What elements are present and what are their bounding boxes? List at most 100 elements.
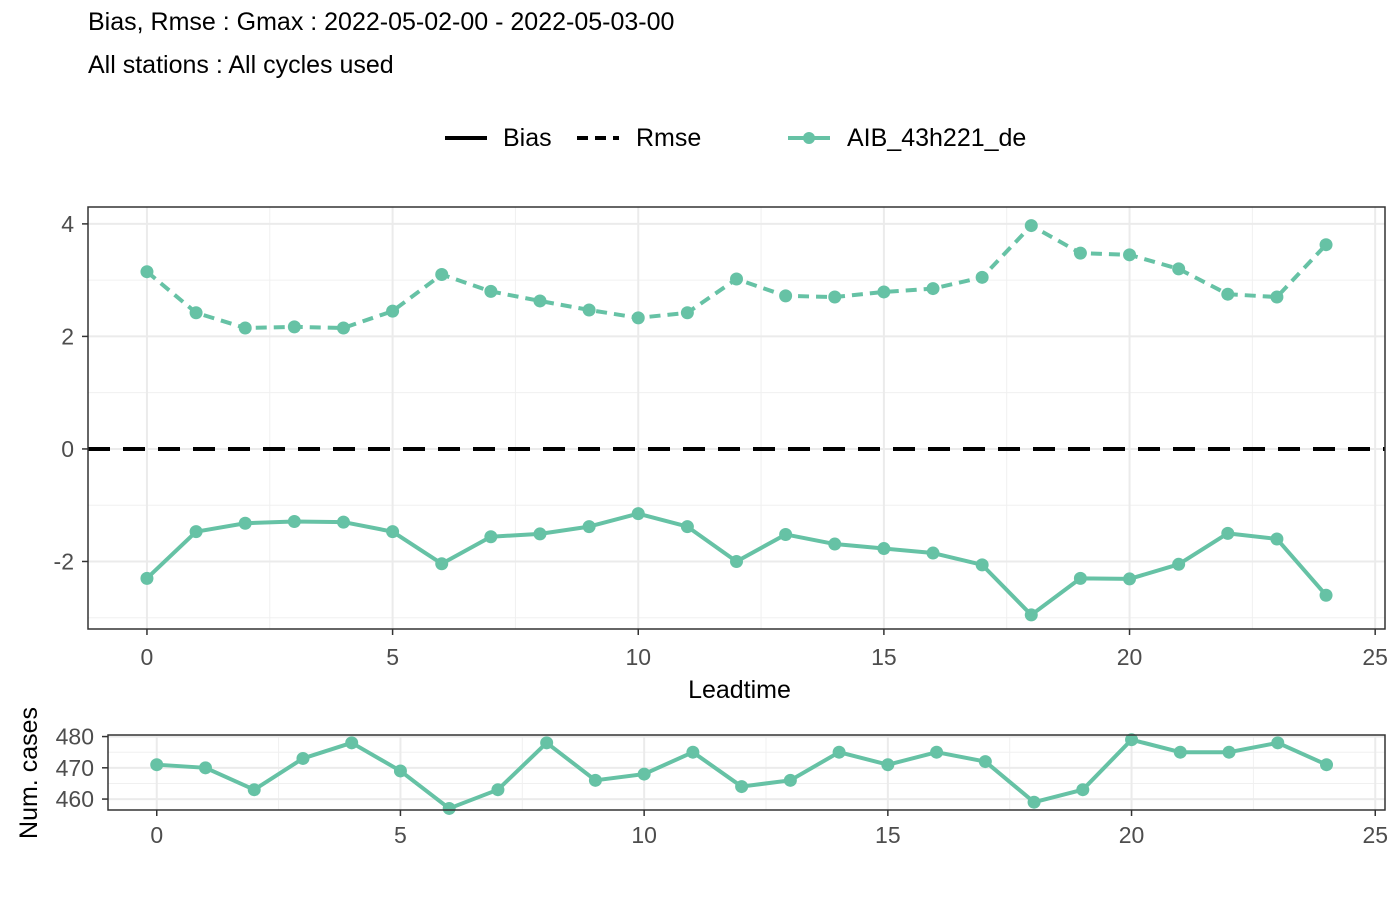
cases-data-point (637, 767, 651, 781)
cases-panel: 0 5 10 15 20 25 460 470 480 Num. cases (15, 707, 1388, 848)
main-data-point (1319, 588, 1333, 602)
cases-data-point (978, 755, 992, 769)
main-data-point (582, 520, 596, 534)
main-y-tick-label: 2 (61, 323, 74, 349)
cases-x-tick-label: 15 (875, 822, 901, 848)
cases-data-point (1320, 758, 1334, 772)
main-data-point (1073, 246, 1087, 260)
main-data-point (238, 321, 252, 335)
legend-key-dashed (577, 136, 619, 140)
cases-y-tick-label: 470 (56, 755, 94, 781)
main-data-point (1270, 532, 1284, 546)
cases-x-tick-label: 0 (150, 822, 163, 848)
main-data-point (1221, 287, 1235, 301)
main-data-point (1270, 290, 1284, 304)
legend-label-model: AIB_43h221_de (847, 124, 1027, 152)
main-data-point (582, 303, 596, 317)
main-data-point (631, 507, 645, 521)
cases-data-point (1222, 745, 1236, 759)
cases-data-point (345, 736, 359, 750)
main-data-point (484, 530, 498, 544)
cases-data-point (1173, 745, 1187, 759)
main-y-tick-label: 0 (61, 436, 74, 462)
cases-data-point (930, 745, 944, 759)
main-data-point (730, 272, 743, 286)
cases-y-tick-label: 480 (56, 724, 94, 750)
chart-title: Bias, Rmse : Gmax : 2022-05-02-00 - 2022… (88, 8, 675, 36)
main-data-point (779, 527, 793, 541)
main-data-point (386, 304, 400, 318)
main-x-tick-label: 10 (625, 644, 651, 670)
main-data-point (877, 285, 891, 299)
main-data-point (484, 284, 498, 298)
legend-item-rmse: Rmse (576, 118, 701, 158)
main-data-point (533, 294, 547, 308)
cases-y-tick-label: 460 (56, 786, 94, 812)
main-data-point (533, 527, 547, 541)
main-data-point (1221, 526, 1235, 540)
cases-data-point (783, 773, 797, 787)
cases-data-point (832, 745, 846, 759)
main-data-point (1024, 608, 1038, 622)
main-data-point (975, 270, 989, 284)
cases-data-point (393, 764, 407, 778)
main-panel-border (87, 206, 1386, 630)
main-data-point (1172, 262, 1186, 276)
main-data-point (287, 320, 301, 334)
cases-x-tick-label: 20 (1119, 822, 1145, 848)
main-data-point (386, 525, 400, 539)
legend-item-bias: Bias (444, 118, 552, 158)
legend-label-bias: Bias (503, 124, 552, 152)
main-data-point (435, 557, 449, 571)
main-x-tick-label: 25 (1362, 644, 1388, 670)
legend: Bias Rmse AIB_43h221_de (0, 118, 1400, 158)
cases-data-point (150, 758, 164, 772)
main-data-point (1073, 571, 1087, 585)
cases-data-point (1271, 736, 1285, 750)
main-y-tick-label: -2 (54, 548, 74, 574)
main-data-point (828, 537, 842, 551)
main-data-point (631, 311, 645, 325)
cases-data-point (442, 801, 456, 815)
legend-item-model: AIB_43h221_de (787, 118, 1026, 158)
main-data-point (680, 520, 694, 534)
cases-x-tick-label: 25 (1362, 822, 1388, 848)
main-data-point (779, 289, 793, 303)
cases-data-point (540, 736, 554, 750)
main-y-tick-label: 4 (61, 211, 74, 237)
main-x-axis-title: Leadtime (688, 676, 791, 704)
main-x-tick-label: 5 (386, 644, 399, 670)
main-data-point (828, 290, 842, 304)
main-data-point (680, 306, 694, 320)
main-data-point (1172, 557, 1186, 571)
main-data-point (926, 546, 940, 560)
main-data-point (1123, 572, 1137, 586)
cases-data-point (686, 745, 700, 759)
main-data-point (336, 321, 350, 335)
main-data-point (189, 525, 203, 539)
main-data-point (435, 268, 449, 282)
main-data-point (730, 554, 743, 568)
main-panel: 0 5 10 15 20 25 -2 0 2 4 Leadtime (54, 206, 1388, 704)
main-data-point (975, 558, 989, 572)
cases-x-tick-label: 10 (631, 822, 657, 848)
main-data-point (189, 306, 203, 320)
main-data-point (140, 265, 154, 279)
cases-x-tick-label: 5 (394, 822, 407, 848)
legend-key-model (788, 132, 830, 144)
main-x-tick-label: 0 (141, 644, 154, 670)
main-data-point (877, 542, 891, 556)
main-data-point (1024, 219, 1038, 233)
main-data-point (287, 515, 301, 529)
cases-data-point (491, 783, 505, 797)
cases-data-point (588, 773, 602, 787)
cases-data-point (296, 751, 310, 765)
chart-subtitle: All stations : All cycles used (88, 51, 394, 79)
cases-data-point (881, 758, 895, 772)
cases-data-point (1125, 733, 1139, 747)
main-data-point (140, 571, 154, 585)
main-x-tick-label: 20 (1117, 644, 1143, 670)
cases-data-point (735, 780, 749, 794)
legend-label-rmse: Rmse (636, 124, 702, 152)
